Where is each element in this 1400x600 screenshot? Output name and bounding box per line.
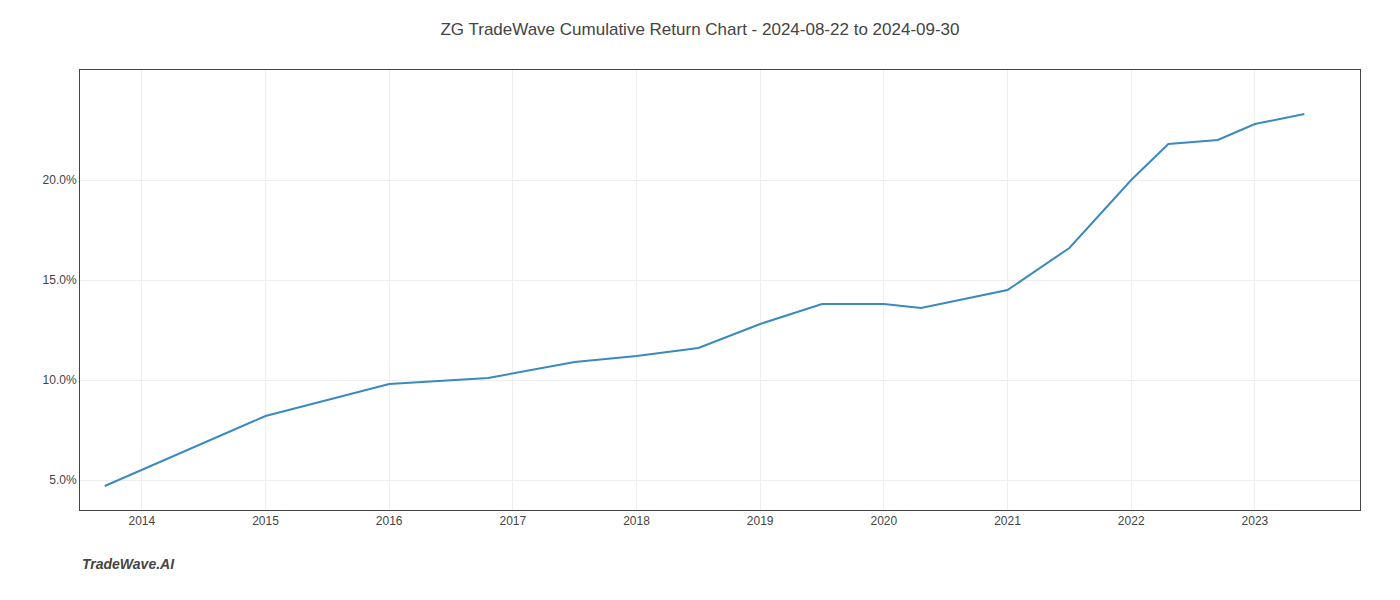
svg-text:2019: 2019 <box>747 514 774 528</box>
svg-text:2015: 2015 <box>252 514 279 528</box>
svg-text:15.0%: 15.0% <box>43 273 77 287</box>
svg-text:TradeWave.AI: TradeWave.AI <box>82 556 175 572</box>
svg-text:2020: 2020 <box>871 514 898 528</box>
svg-text:2021: 2021 <box>994 514 1021 528</box>
svg-text:2022: 2022 <box>1118 514 1145 528</box>
svg-text:2014: 2014 <box>128 514 155 528</box>
svg-text:20.0%: 20.0% <box>43 173 77 187</box>
svg-text:10.0%: 10.0% <box>43 373 77 387</box>
svg-text:5.0%: 5.0% <box>49 473 77 487</box>
svg-text:2018: 2018 <box>623 514 650 528</box>
svg-text:ZG TradeWave Cumulative Return: ZG TradeWave Cumulative Return Chart - 2… <box>440 20 959 39</box>
svg-text:2016: 2016 <box>376 514 403 528</box>
svg-text:2017: 2017 <box>499 514 526 528</box>
svg-text:2023: 2023 <box>1242 514 1269 528</box>
